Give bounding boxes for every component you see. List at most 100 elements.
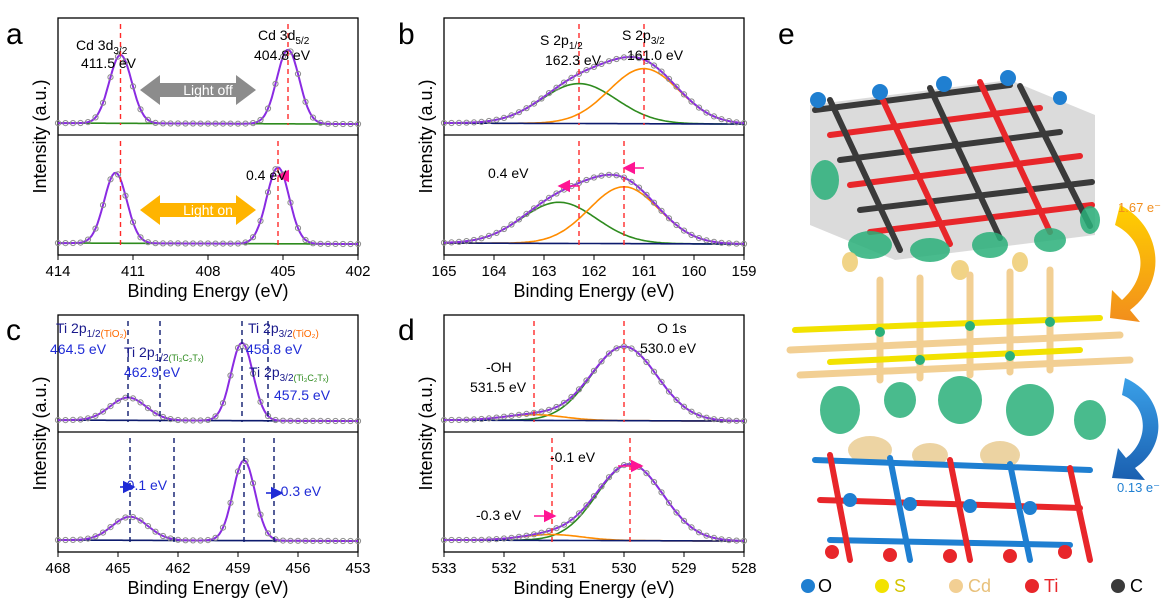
data-point xyxy=(448,416,455,424)
data-point xyxy=(530,205,538,212)
data-point xyxy=(159,413,167,421)
data-point xyxy=(725,118,733,125)
data-point xyxy=(583,67,590,74)
x-tick-label: 530 xyxy=(611,560,636,577)
data-point xyxy=(440,239,448,246)
data-point xyxy=(54,239,62,247)
x-tick-label: 402 xyxy=(345,263,370,280)
data-point xyxy=(658,68,665,75)
data-point xyxy=(189,417,197,424)
data-point xyxy=(174,240,182,247)
data-point xyxy=(725,417,733,424)
legend-ti-label: Ti xyxy=(1044,576,1058,596)
data-point xyxy=(62,120,69,127)
data-point xyxy=(448,119,455,127)
data-point xyxy=(455,119,463,127)
x-tick-label: 159 xyxy=(731,263,756,280)
data-point xyxy=(523,410,530,417)
data-point xyxy=(302,417,309,424)
data-point xyxy=(167,240,174,247)
chart-c: 468 465 462 459 456 453 Binding Energy (eV) Int… xyxy=(30,314,371,598)
data-point xyxy=(137,517,144,524)
data-point xyxy=(710,416,718,423)
structure-illustration: 1.67 e⁻ 0.13 e⁻ xyxy=(786,70,1161,563)
data-point xyxy=(257,511,264,518)
data-point xyxy=(605,171,613,178)
data-point xyxy=(62,240,69,247)
data-point xyxy=(212,240,219,247)
data-point xyxy=(515,109,523,116)
x-tick-label: 462 xyxy=(165,560,190,577)
data-point xyxy=(99,99,107,106)
data-point xyxy=(77,239,84,246)
data-point xyxy=(613,466,620,473)
x-tick-label: 468 xyxy=(45,560,70,577)
data-point xyxy=(197,417,204,424)
data-point xyxy=(182,240,189,247)
data-point xyxy=(590,367,598,374)
data-point xyxy=(740,120,748,127)
data-point xyxy=(538,199,545,206)
x-tick-label: 459 xyxy=(225,560,250,577)
data-point xyxy=(219,400,227,407)
data-point xyxy=(710,238,718,245)
x-tick-label: 531 xyxy=(551,560,576,577)
data-point xyxy=(673,396,680,403)
legend-c-label: C xyxy=(1130,576,1143,596)
data-point xyxy=(324,537,332,545)
data-point xyxy=(718,416,725,424)
data-point xyxy=(485,232,493,239)
data-point xyxy=(695,104,703,111)
data-point xyxy=(354,418,362,425)
data-point xyxy=(257,116,264,124)
data-point xyxy=(287,417,294,424)
c-label4: Ti 2p3/2(Ti₃C₂Tₓ) xyxy=(249,364,329,384)
c-label3: Ti 2p3/2(TiO₂) xyxy=(248,320,319,340)
data-point xyxy=(545,90,553,97)
data-point xyxy=(219,240,227,247)
data-point xyxy=(598,172,605,179)
data-point xyxy=(590,174,598,181)
data-point xyxy=(144,239,152,246)
x-tick-label: 453 xyxy=(345,560,370,577)
data-point xyxy=(189,120,197,127)
data-point xyxy=(212,120,219,127)
data-point xyxy=(114,397,122,404)
legend-cd-label: Cd xyxy=(968,576,991,596)
data-point xyxy=(347,120,354,128)
data-point xyxy=(703,414,710,421)
data-point xyxy=(99,202,107,209)
x-tick-label: 529 xyxy=(671,560,696,577)
data-point xyxy=(167,120,174,127)
bottom-lattice xyxy=(812,376,1106,563)
data-point xyxy=(643,358,650,366)
data-point xyxy=(680,403,688,410)
data-point xyxy=(317,119,324,126)
data-point xyxy=(69,120,77,127)
data-point xyxy=(242,457,249,465)
data-point xyxy=(620,462,628,469)
data-point xyxy=(500,114,508,122)
data-point xyxy=(605,350,613,357)
data-point xyxy=(324,417,332,425)
data-point xyxy=(718,116,725,123)
data-point xyxy=(500,535,508,542)
light-on-label: Light on xyxy=(183,202,233,218)
data-point xyxy=(718,536,725,543)
data-point xyxy=(620,54,628,61)
data-point xyxy=(440,416,448,424)
cds-layer xyxy=(786,266,1134,384)
data-point xyxy=(440,119,448,127)
data-point xyxy=(725,537,733,544)
data-point xyxy=(174,536,182,543)
electron-transfer-arrow-top xyxy=(1110,205,1156,322)
data-point xyxy=(144,405,152,412)
light-on-arrow xyxy=(140,195,256,225)
x-axis-label: Binding Energy (eV) xyxy=(513,281,674,301)
data-point xyxy=(324,120,332,127)
data-point xyxy=(560,79,568,86)
data-point xyxy=(69,416,77,423)
panel-letter-a: a xyxy=(6,18,23,51)
data-point xyxy=(583,176,590,184)
